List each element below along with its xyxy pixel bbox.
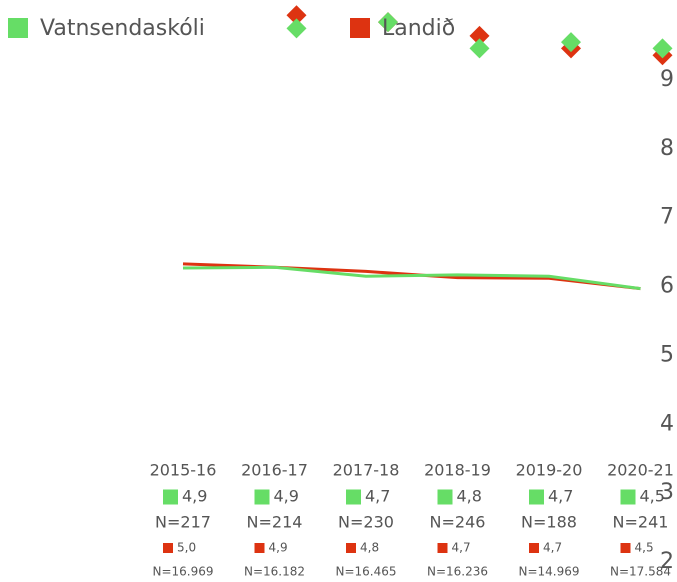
y-tick-label: 4 <box>660 411 674 436</box>
n-label: N=16.236 <box>427 565 488 579</box>
n-label: N=188 <box>521 513 577 532</box>
stat-swatch <box>437 543 448 553</box>
stat-swatch <box>529 543 539 553</box>
x-tick-label: 2015-16 <box>150 461 217 480</box>
legend-swatch <box>350 18 370 38</box>
diamond-marker <box>469 38 490 59</box>
y-tick-label: 6 <box>660 274 674 299</box>
legend-label: Vatnsendaskóli <box>40 16 205 41</box>
stat-swatch <box>254 489 270 505</box>
score-label: 4,7 <box>543 541 562 555</box>
score-label: 4,5 <box>635 541 654 555</box>
x-tick-label: 2018-19 <box>424 461 491 480</box>
score-label: 4,7 <box>548 487 573 506</box>
n-label: N=217 <box>155 513 211 532</box>
legend-label: Landið <box>382 16 455 41</box>
stat-swatch <box>346 543 356 553</box>
n-label: N=246 <box>430 513 486 532</box>
score-label: 4,9 <box>182 487 207 506</box>
stat-swatch <box>620 543 631 553</box>
score-label: 5,0 <box>177 541 196 555</box>
y-tick-label: 8 <box>660 136 674 161</box>
n-label: N=14.969 <box>518 565 579 579</box>
score-label: 4,9 <box>274 487 299 506</box>
score-label: 4,9 <box>269 541 288 555</box>
diamond-marker <box>652 38 673 59</box>
stat-swatch <box>163 543 173 553</box>
stat-swatch <box>346 489 361 505</box>
diamond-marker <box>286 18 307 39</box>
n-label: N=16.465 <box>335 565 396 579</box>
n-label: N=241 <box>613 513 669 532</box>
n-label: N=214 <box>247 513 303 532</box>
n-label: N=16.969 <box>152 565 213 579</box>
stat-swatch <box>163 489 178 505</box>
y-tick-label: 5 <box>660 342 674 367</box>
y-tick-label: 9 <box>660 67 674 92</box>
line-series <box>182 265 641 291</box>
x-tick-label: 2020-21 <box>607 461 674 480</box>
score-label: 4,8 <box>360 541 379 555</box>
diamond-marker <box>561 32 581 53</box>
score-label: 4,7 <box>365 487 390 506</box>
score-label: 4,7 <box>452 541 471 555</box>
n-label: N=16.182 <box>244 565 305 579</box>
y-tick-label: 3 <box>660 480 674 505</box>
y-tick-label: 7 <box>660 205 674 230</box>
stat-swatch <box>254 543 265 553</box>
legend-swatch <box>8 18 28 38</box>
score-label: 4,8 <box>457 487 482 506</box>
n-label: N=17.584 <box>610 565 671 579</box>
stat-swatch <box>437 489 453 505</box>
stat-swatch <box>529 489 544 505</box>
x-tick-label: 2019-20 <box>516 461 583 480</box>
x-tick-label: 2017-18 <box>333 461 400 480</box>
diamond-marker <box>286 5 307 26</box>
stat-swatch <box>620 489 636 505</box>
y-tick-label: 2 <box>660 549 674 574</box>
score-label: 4,5 <box>640 487 665 506</box>
n-label: N=230 <box>338 513 394 532</box>
x-tick-label: 2016-17 <box>241 461 308 480</box>
diamond-marker <box>378 12 398 33</box>
diamond-marker <box>469 25 490 46</box>
